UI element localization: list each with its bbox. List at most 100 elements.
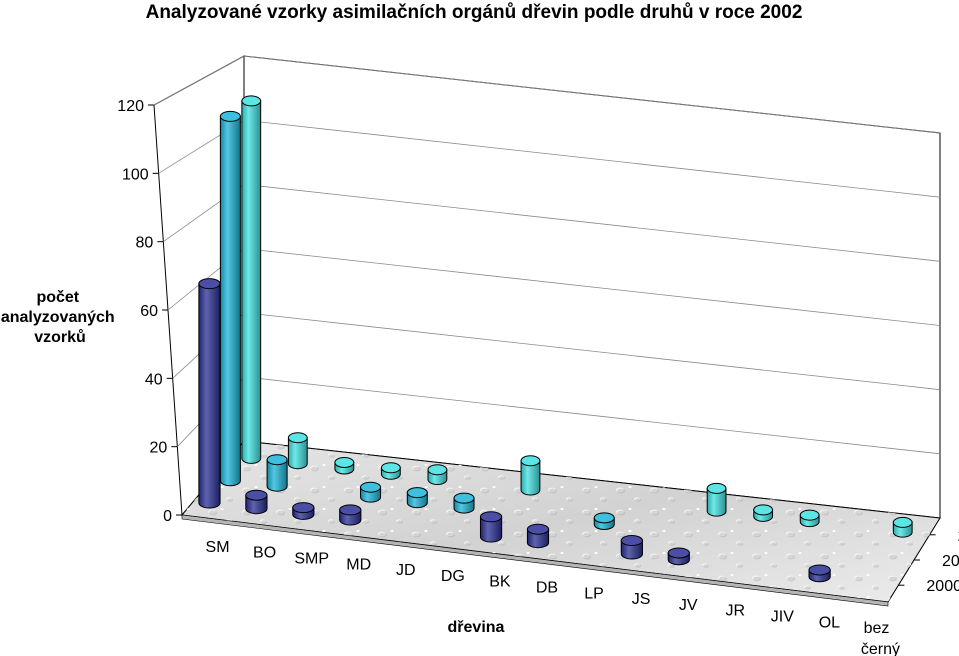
bar-top bbox=[292, 502, 315, 514]
x-tick-label: BO bbox=[253, 545, 276, 562]
x-tick-label: BK bbox=[489, 574, 511, 591]
bar bbox=[287, 432, 308, 470]
chart-title: Analyzované vzorky asimilačních orgánů d… bbox=[146, 2, 803, 23]
bar-top bbox=[198, 278, 221, 290]
series-axis-labels: 2002 2001 2000 bbox=[898, 528, 959, 595]
bar bbox=[453, 492, 475, 514]
bar-body bbox=[266, 459, 288, 492]
bar-top bbox=[427, 464, 448, 476]
x-tick-label: MD bbox=[346, 556, 371, 573]
bar-top bbox=[799, 509, 820, 521]
bar-top bbox=[287, 432, 308, 444]
bar-top bbox=[380, 462, 401, 474]
bar bbox=[799, 509, 820, 528]
x-tick-label: JIV bbox=[771, 609, 794, 626]
grid-line bbox=[243, 376, 941, 455]
series-tick-label: 2000 bbox=[926, 578, 959, 595]
bar-top bbox=[453, 492, 475, 504]
bar bbox=[808, 564, 831, 583]
bar bbox=[380, 462, 401, 480]
chart-floor bbox=[181, 440, 941, 607]
bar bbox=[479, 511, 503, 543]
bar bbox=[753, 504, 774, 522]
x-axis-label: dřevina bbox=[448, 619, 505, 636]
bar-body bbox=[287, 437, 308, 470]
y-axis-label-line: vzorků bbox=[34, 329, 86, 346]
bar-top bbox=[266, 454, 288, 466]
bar-top bbox=[667, 547, 690, 559]
chart-bars bbox=[198, 95, 913, 583]
x-tick-label: DG bbox=[441, 568, 465, 585]
x-tick-label: JR bbox=[725, 603, 745, 620]
grid-line bbox=[243, 248, 941, 326]
series-tick-label: 2001 bbox=[942, 553, 959, 570]
y-axis-label: počet analyzovaných vzorků bbox=[1, 289, 119, 346]
y-tick-label: 120 bbox=[117, 98, 144, 115]
bar bbox=[520, 455, 541, 496]
bar-body bbox=[706, 487, 727, 517]
bar bbox=[334, 456, 355, 475]
bar-top bbox=[593, 512, 615, 524]
bar-top bbox=[339, 504, 362, 516]
bar bbox=[360, 481, 382, 503]
bar-body bbox=[479, 516, 503, 543]
bar bbox=[198, 278, 221, 509]
y-axis-ticks: 0 20 40 60 80 100 120 bbox=[117, 98, 182, 525]
bar-top bbox=[706, 482, 727, 494]
y-tick-label: 100 bbox=[122, 166, 149, 183]
bar-top bbox=[620, 535, 643, 547]
series-tick-label: 2002 bbox=[958, 528, 959, 545]
bar-top bbox=[479, 511, 503, 523]
bar-top bbox=[245, 489, 268, 501]
bar-body bbox=[241, 100, 262, 464]
y-axis-label-line: počet bbox=[36, 289, 79, 306]
x-tick-label: JV bbox=[679, 597, 698, 614]
bar-top bbox=[892, 516, 913, 528]
grid-line bbox=[243, 312, 941, 391]
x-tick-label: DB bbox=[536, 580, 558, 597]
bar-body bbox=[520, 460, 541, 496]
bar bbox=[706, 482, 727, 517]
grid-line bbox=[243, 183, 941, 262]
x-tick-label: JS bbox=[632, 591, 651, 608]
bar bbox=[620, 535, 643, 560]
x-tick-label: OL bbox=[819, 614, 840, 631]
floor-edge bbox=[181, 514, 889, 607]
grid-line bbox=[153, 55, 245, 106]
y-tick-label: 40 bbox=[145, 371, 163, 388]
bar bbox=[427, 464, 448, 485]
bar bbox=[526, 523, 550, 549]
bar bbox=[219, 110, 241, 487]
bar bbox=[266, 454, 288, 492]
y-tick-label: 20 bbox=[150, 440, 168, 457]
bar bbox=[292, 502, 315, 520]
x-tick-label: bez černý bbox=[861, 620, 900, 656]
x-tick-label: JD bbox=[396, 562, 416, 579]
x-tick-label: SMP bbox=[294, 551, 329, 568]
bar-body bbox=[219, 115, 241, 487]
floor-texture bbox=[182, 441, 940, 602]
bar-top bbox=[520, 455, 541, 467]
bar-top bbox=[753, 504, 774, 516]
bar-top bbox=[219, 110, 241, 122]
bar-top bbox=[808, 564, 831, 576]
grid-line bbox=[243, 55, 941, 134]
bar-top bbox=[526, 523, 550, 535]
y-tick-label: 80 bbox=[136, 235, 154, 252]
bar-top bbox=[406, 487, 428, 499]
bar-top bbox=[241, 95, 262, 107]
bar-top bbox=[334, 456, 355, 468]
bar bbox=[667, 547, 690, 566]
x-tick-label: SM bbox=[206, 539, 230, 556]
bar bbox=[241, 95, 262, 464]
grid-line bbox=[243, 119, 941, 198]
bar-body bbox=[198, 283, 221, 509]
bar bbox=[593, 512, 615, 530]
x-tick-label: LP bbox=[584, 585, 604, 602]
y-tick-label: 0 bbox=[163, 508, 172, 525]
y-axis-label-line: analyzovaných bbox=[1, 309, 115, 326]
bar bbox=[339, 504, 362, 526]
bar bbox=[892, 516, 913, 538]
